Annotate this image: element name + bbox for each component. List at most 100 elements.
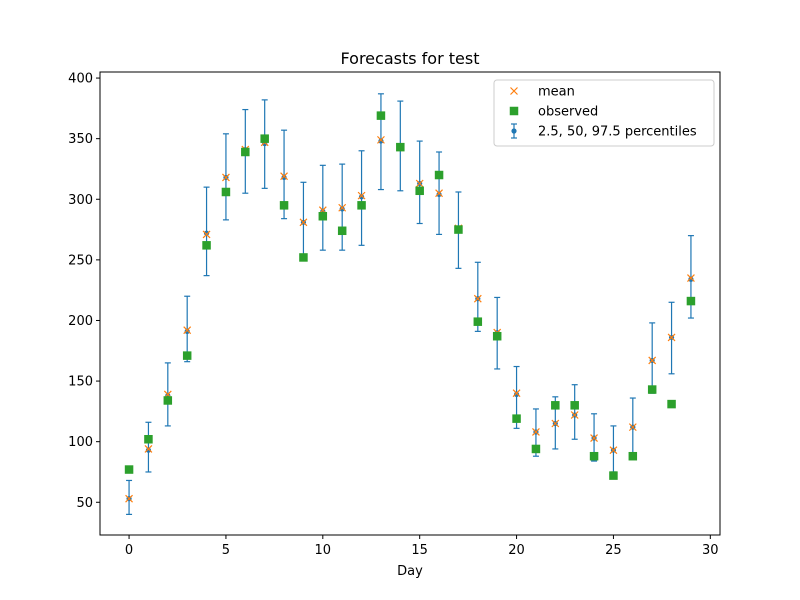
observed-point [318, 211, 328, 221]
observed-point [531, 444, 541, 454]
mean-point [377, 135, 385, 144]
legend-median-point [511, 128, 517, 134]
percentile-errorbar [126, 479, 133, 515]
mean-point [435, 189, 443, 198]
chart-title: Forecasts for test [341, 49, 480, 68]
legend-mean-label: mean [538, 85, 575, 100]
observed-point [628, 451, 638, 461]
mean-point [222, 173, 230, 182]
observed-point [396, 142, 405, 152]
mean-point [338, 203, 347, 212]
observed-point [686, 296, 696, 306]
mean-point [667, 333, 676, 342]
y-tick-label: 350 [68, 132, 93, 147]
x-tick-label: 30 [702, 543, 719, 558]
median-point [688, 276, 694, 282]
percentile-errorbar [377, 93, 384, 191]
observed-point [434, 170, 444, 180]
mean-point [415, 179, 424, 188]
mean-point [183, 326, 192, 335]
median-point [358, 194, 365, 200]
observed-point [144, 434, 153, 444]
percentile-errorbar [571, 384, 578, 440]
mean-point [570, 411, 579, 419]
median-point [436, 191, 442, 198]
x-tick-label: 25 [605, 543, 622, 558]
observed-point [337, 226, 347, 236]
y-tick-label: 50 [76, 496, 93, 511]
axes-frame [99, 71, 721, 536]
axis-ticks: 0 5 10 15 20 25 30 50 100 150 200 250 300 350 400 [68, 72, 718, 558]
observed-point [609, 471, 618, 480]
observed-point [202, 241, 211, 250]
mean-point [202, 230, 211, 239]
percentile-errorbar [416, 140, 423, 225]
percentile-errorbar [203, 186, 210, 277]
percentile-errorbar [687, 235, 694, 319]
mean-point [125, 494, 133, 503]
legend-observed-label: observed [538, 105, 598, 120]
y-tick-label: 250 [68, 253, 93, 268]
observed-point [473, 317, 483, 326]
observed-point [260, 134, 269, 143]
legend-box [493, 79, 715, 147]
percentile-errorbar [358, 150, 365, 246]
median-point [145, 447, 152, 453]
mean-point [299, 218, 308, 227]
observed-point [221, 187, 231, 197]
y-tick-label: 100 [68, 435, 93, 450]
median-point [378, 138, 384, 144]
observed-point [279, 201, 289, 210]
mean-point [687, 274, 695, 282]
x-tick-label: 15 [411, 543, 428, 558]
observed-point [357, 201, 366, 210]
observed-point [512, 414, 521, 423]
mean-point [551, 419, 560, 428]
legend: mean observed 2.5, 50, 97.5 percentiles [493, 79, 715, 147]
legend-percentiles-label: 2.5, 50, 97.5 percentiles [538, 125, 697, 140]
y-tick-label: 400 [68, 72, 93, 87]
y-tick-label: 150 [68, 375, 93, 390]
percentile-errorbar [610, 425, 617, 473]
x-axis-label: Day [397, 564, 423, 579]
observed-point [299, 253, 308, 262]
median-point [203, 230, 210, 236]
percentile-errorbar [145, 421, 152, 473]
mean-point [512, 389, 521, 398]
legend-mean-marker [510, 87, 518, 95]
observed-point [241, 147, 250, 157]
observed-point [589, 451, 599, 461]
x-tick-label: 0 [125, 543, 133, 558]
mean-point [590, 434, 598, 442]
observed-point [376, 111, 386, 120]
median-point [513, 391, 520, 398]
observed-point [454, 225, 463, 234]
mean-point [144, 445, 153, 453]
plot-area [99, 71, 721, 536]
percentile-errorbar [184, 295, 191, 363]
observed-point [492, 331, 502, 341]
x-tick-label: 20 [508, 543, 525, 558]
y-tick-label: 200 [68, 314, 93, 329]
median-point [184, 328, 190, 334]
mean-point [628, 423, 637, 432]
mean-point [280, 172, 288, 181]
mean-point [532, 428, 540, 436]
observed-point [163, 396, 173, 405]
observed-point [415, 186, 424, 196]
observed-point [551, 401, 560, 410]
mean-point [473, 294, 482, 303]
x-tick-label: 10 [315, 543, 332, 558]
median-point [339, 206, 345, 212]
observed-point [647, 385, 657, 394]
observed-point [667, 399, 676, 409]
mean-point [609, 446, 618, 455]
observed-point [124, 465, 134, 474]
observed-point [182, 351, 192, 360]
mean-point [648, 356, 657, 365]
x-tick-label: 5 [222, 543, 230, 558]
legend-observed-marker [509, 106, 519, 116]
mean-point [357, 191, 366, 200]
median-point [281, 174, 287, 181]
